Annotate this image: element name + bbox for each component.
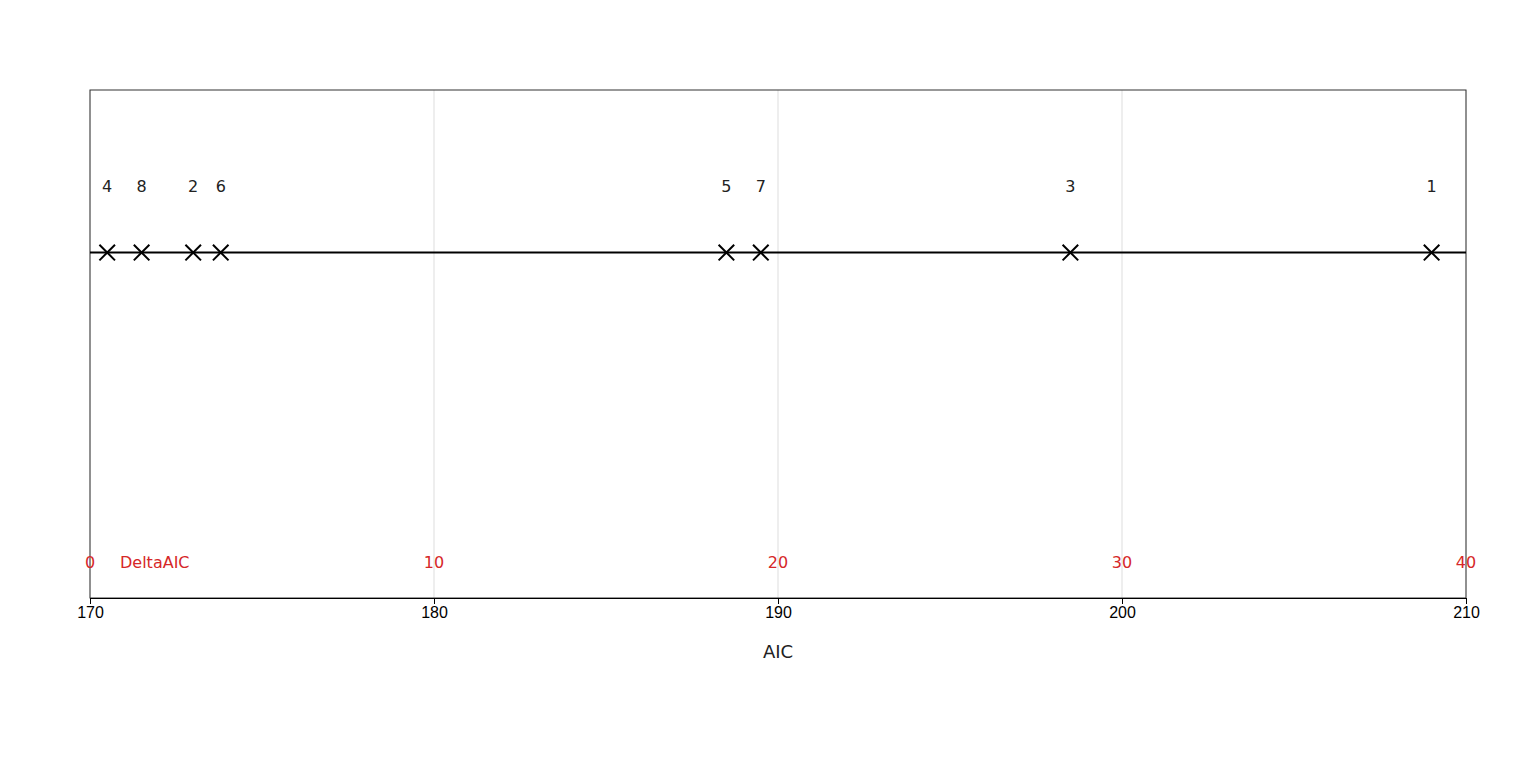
- x2-tick-label: 0: [85, 553, 95, 572]
- plot: 48265731010203040DeltaAIC170180190200210…: [77, 90, 1480, 662]
- number-line: [90, 252, 1466, 254]
- x-tick-mark: [1466, 598, 1467, 604]
- x2-tick-label: 10: [424, 553, 444, 572]
- model-label: 3: [1065, 177, 1075, 196]
- model-label: 4: [102, 177, 112, 196]
- marks: [90, 245, 1466, 261]
- chart: 48265731010203040DeltaAIC170180190200210…: [0, 0, 1536, 768]
- x-tick-label: 180: [421, 604, 448, 621]
- x2-tick-label: 20: [768, 553, 788, 572]
- plot-frame: [90, 90, 1466, 598]
- x-tick-label: 210: [1453, 604, 1480, 621]
- x-tick: 180: [421, 598, 448, 621]
- marker: [719, 245, 735, 261]
- x-tick: 210: [1453, 598, 1480, 621]
- x2-tick-label: 30: [1112, 553, 1132, 572]
- model-label: 2: [188, 177, 198, 196]
- grid: [90, 90, 1466, 598]
- grid-line: [1122, 90, 1123, 598]
- model-label: 8: [137, 177, 147, 196]
- x2-axis-title: DeltaAIC: [120, 553, 190, 572]
- model-label: 7: [756, 177, 766, 196]
- x-tick-mark: [434, 598, 435, 604]
- model-label: 5: [721, 177, 731, 196]
- x-tick-label: 190: [765, 604, 792, 621]
- x2-axis: 0 10 20 30 40 DeltaAIC: [85, 553, 1476, 572]
- x-tick-mark: [778, 598, 779, 604]
- marker: [99, 245, 115, 261]
- x-tick: 200: [1109, 598, 1136, 621]
- x-tick-label: 200: [1109, 604, 1136, 621]
- marker: [753, 245, 769, 261]
- marker: [134, 245, 150, 261]
- x-tick-mark: [1122, 598, 1123, 604]
- x2-tick-label: 40: [1456, 553, 1476, 572]
- marker: [185, 245, 201, 261]
- x-tick-label: 170: [77, 604, 104, 621]
- grid-line: [434, 90, 435, 598]
- x-axis-line: [91, 599, 1467, 605]
- marker: [1424, 245, 1440, 261]
- marker: [213, 245, 229, 261]
- x-axis: 170 180 190 200 210: [77, 598, 1480, 621]
- x-tick: 190: [765, 598, 792, 621]
- model-labels: 4 8 26 5 7 3 1: [102, 177, 1437, 196]
- grid-line: [778, 90, 779, 598]
- x-tick-mark: [90, 598, 91, 604]
- x-tick: 170: [77, 598, 104, 621]
- model-label: 6: [216, 177, 226, 196]
- x-axis-title: AIC: [763, 641, 793, 662]
- marker: [1063, 245, 1079, 261]
- model-label: 1: [1427, 177, 1437, 196]
